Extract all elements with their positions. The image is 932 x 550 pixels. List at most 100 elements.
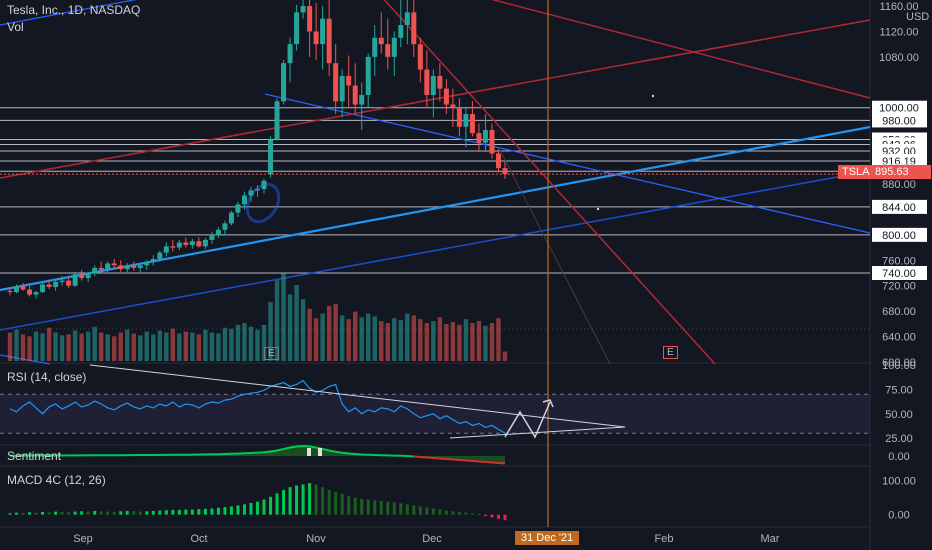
candle-body-36 (241, 195, 247, 205)
candle-body-43 (287, 44, 293, 64)
sentiment-panel-label: Sentiment (7, 449, 62, 463)
level-label-11: 844.00 (882, 202, 916, 214)
candle-body-6 (46, 284, 52, 287)
level-box-14 (872, 266, 927, 280)
sentiment-marker-b (318, 448, 322, 456)
candle-body-13 (92, 267, 98, 273)
candle-body-42 (281, 63, 287, 102)
macd-bar-23 (158, 510, 162, 515)
rsi-tick-3: 25.00 (885, 433, 913, 445)
volume-bar-23 (157, 330, 163, 361)
earnings-marker[interactable]: E (264, 347, 279, 360)
volume-bar-45 (300, 299, 306, 361)
candle-body-25 (170, 246, 176, 248)
macd-bar-33 (223, 507, 227, 515)
volume-bar-51 (339, 315, 345, 361)
volume-bar-76 (502, 351, 508, 361)
candle-body-22 (150, 259, 156, 262)
candle-body-37 (248, 190, 254, 196)
volume-bar-27 (183, 331, 189, 361)
macd-bar-8 (60, 511, 64, 515)
macd-bar-62 (412, 505, 416, 515)
macd-bar-63 (418, 506, 422, 515)
candle-body-68 (450, 104, 456, 108)
macd-bar-9 (67, 512, 71, 515)
volume-bar-4 (33, 331, 39, 361)
x-tick-1: Oct (190, 533, 207, 545)
blue-trendline-down (264, 93, 871, 234)
macd-bar-1 (15, 512, 19, 515)
candle-body-75 (495, 153, 501, 169)
currency-label: USD (906, 11, 930, 23)
x-tick-0: Sep (73, 533, 93, 545)
macd-bar-2 (21, 512, 25, 515)
volume-bar-55 (366, 313, 371, 361)
macd-bar-72 (477, 514, 481, 515)
volume-bar-58 (385, 323, 390, 361)
volume-bar-36 (242, 323, 247, 361)
macd-bar-75 (496, 514, 500, 519)
earnings-marker-upcoming[interactable]: E (663, 346, 678, 359)
candle-body-15 (105, 263, 111, 270)
macd-bar-64 (425, 507, 429, 515)
candle-body-56 (372, 37, 378, 57)
macd-bar-20 (138, 511, 142, 515)
candle-body-0 (7, 290, 13, 293)
candle-body-50 (333, 63, 339, 102)
candle-body-40 (268, 139, 274, 175)
candle-body-32 (215, 229, 221, 235)
last-price-symbol-tag: TSLA (838, 165, 874, 179)
volume-bar-11 (79, 333, 84, 361)
macd-bar-43 (288, 487, 292, 515)
macd-bar-30 (203, 508, 207, 515)
macd-bar-50 (334, 492, 338, 515)
blue-trendline-upper (0, 125, 871, 292)
red-trendline-down (491, 0, 871, 99)
candle-body-23 (157, 252, 163, 260)
macd-bar-66 (438, 509, 442, 515)
volume-bar-57 (379, 321, 384, 361)
candle-body-76 (502, 168, 508, 175)
volume-bar-32 (216, 333, 221, 361)
macd-bar-34 (229, 506, 233, 515)
candle-body-52 (346, 75, 352, 86)
macd-bar-68 (451, 511, 455, 515)
sentiment-area (10, 446, 505, 464)
volume-label: Vol (7, 20, 24, 34)
volume-bar-31 (209, 332, 215, 361)
macd-bar-18 (125, 510, 129, 515)
volume-bar-20 (138, 335, 143, 361)
macd-bar-76 (503, 514, 507, 521)
volume-bar-18 (125, 329, 130, 361)
macd-bar-71 (470, 513, 474, 515)
x-tick-3: Dec (422, 533, 442, 545)
volume-bar-17 (118, 332, 123, 361)
macd-bar-55 (366, 499, 370, 515)
volume-bar-30 (203, 329, 208, 361)
macd-bar-31 (210, 508, 214, 515)
blue-trendline-lower (0, 170, 871, 331)
macd-bar-73 (483, 514, 487, 517)
volume-bar-10 (72, 330, 78, 361)
note-dot-a (651, 94, 655, 98)
x-tick-4: Feb (655, 533, 674, 545)
macd-bar-36 (242, 504, 246, 515)
candle-body-69 (456, 107, 462, 127)
price-tick-2: 1080.00 (879, 52, 919, 64)
candle-body-55 (365, 56, 371, 95)
candle-body-44 (294, 12, 300, 45)
candle-body-2 (20, 286, 26, 290)
candle-body-46 (307, 6, 313, 32)
macd-bar-40 (269, 496, 273, 515)
rsi-triangle-upper (89, 364, 626, 428)
candle-body-71 (469, 114, 475, 134)
volume-bar-61 (405, 313, 410, 361)
candle-body-67 (443, 88, 449, 105)
volume-bar-70 (463, 319, 469, 361)
candle-body-27 (183, 242, 189, 246)
macd-bar-21 (145, 511, 149, 515)
level-box-11 (872, 199, 927, 214)
volume-bar-73 (483, 325, 488, 361)
price-tick-15: 720.00 (882, 281, 916, 293)
